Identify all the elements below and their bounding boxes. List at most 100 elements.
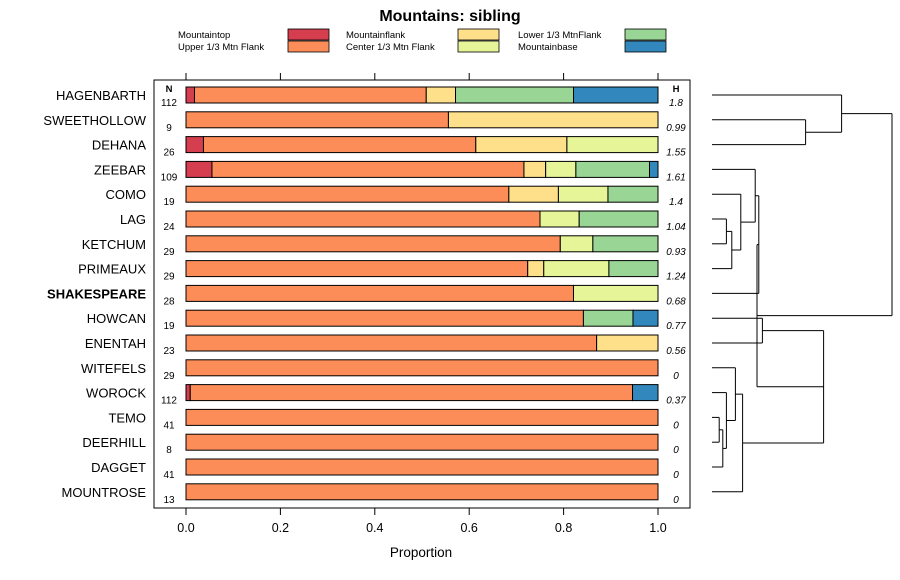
x-tick-label: 0.4 [366,521,383,535]
bar-segment-zeebar-lower-1-3-mtnflank [575,160,651,178]
bar-segment-zeebar-mountainflank [523,160,547,178]
bar-segment-howcan-lower-1-3-mtnflank [582,309,634,327]
bar-segment-dagget-upper-1-3-mtn-flank [185,458,659,476]
legend-label-center-1-3-mtn-flank: Center 1/3 Mtn Flank [346,42,435,53]
x-tick-label: 0.2 [272,521,289,535]
bar-segment-mountrose-upper-1-3-mtn-flank [185,483,659,501]
legend-label-lower-1-3-mtnflank: Lower 1/3 MtnFlank [518,30,602,41]
bars [185,86,659,501]
n-value-dehana: 26 [163,148,175,159]
bar-segment-hagenbarth-upper-1-3-mtn-flank [193,86,427,104]
h-value-temo: 0 [673,420,679,431]
bar-segment-dehana-center-1-3-mtn-flank [566,136,659,154]
bar-segment-como-center-1-3-mtn-flank [557,185,609,203]
row-label-enentah: ENENTAH [85,336,146,351]
h-value-sweethollow: 0.99 [666,123,686,134]
bar-segment-lag-upper-1-3-mtn-flank [185,210,541,228]
bar-segment-dehana-mountaintop [185,136,204,154]
row-label-deerhill: DEERHILL [82,435,146,450]
bar-segment-zeebar-mountainbase [649,160,659,178]
row-label-temo: TEMO [108,410,146,425]
n-value-ketchum: 29 [163,247,175,258]
row-label-ketchum: KETCHUM [82,237,146,252]
n-values: 112 9 26 109 19 24 29 29 28 19 23 29 112 41 8 41 13 [161,98,178,506]
bar-segment-lag-lower-1-3-mtnflank [578,210,659,228]
n-value-hagenbarth: 112 [161,98,177,109]
n-value-sweethollow: 9 [166,123,172,134]
bar-segment-lag-center-1-3-mtn-flank [539,210,580,228]
x-tick-label: 0.6 [461,521,478,535]
n-value-primeaux: 29 [163,272,175,283]
legend-swatch-upper-1-3-mtn-flank [287,40,330,53]
n-value-lag: 24 [163,222,175,233]
row-label-lag: LAG [120,212,146,227]
chart-title: Mountains: sibling [379,8,520,25]
legend-label-mountainflank: Mountainflank [346,30,405,41]
h-value-deerhill: 0 [673,445,679,456]
bar-segment-enentah-mountainflank [596,334,659,352]
x-tick-label: 0.0 [177,521,194,535]
h-value-dehana: 1.55 [666,148,686,159]
row-label-shakespeare: SHAKESPEARE [47,286,146,301]
h-value-dagget: 0 [673,470,679,481]
bar-segment-enentah-upper-1-3-mtn-flank [185,334,598,352]
row-label-hagenbarth: HAGENBARTH [56,88,146,103]
h-values: 1.8 0.99 1.55 1.61 1.4 1.04 0.93 1.24 0.68 0.77 0.… [666,98,686,506]
plot-frame [153,79,691,509]
h-column-header: H [673,84,680,95]
bar-segment-deerhill-upper-1-3-mtn-flank [185,433,659,451]
h-value-mountrose: 0 [673,495,679,506]
n-column-header: N [166,84,173,95]
n-value-shakespeare: 28 [163,296,175,307]
bar-segment-primeaux-center-1-3-mtn-flank [543,260,610,278]
legend-label-mountaintop: Mountaintop [178,30,230,41]
n-value-worock: 112 [161,396,177,407]
bar-segment-sweethollow-upper-1-3-mtn-flank [185,111,449,129]
h-value-primeaux: 1.24 [666,272,686,283]
h-value-shakespeare: 0.68 [666,296,686,307]
bar-segment-ketchum-center-1-3-mtn-flank [559,235,594,253]
bar-segment-shakespeare-upper-1-3-mtn-flank [185,284,575,302]
n-value-temo: 41 [163,420,175,431]
n-value-witefels: 29 [163,371,175,382]
row-label-zeebar: ZEEBAR [94,162,146,177]
row-label-como: COMO [106,187,146,202]
bar-segment-shakespeare-center-1-3-mtn-flank [573,284,659,302]
bar-segment-worock-mountainbase [632,384,659,402]
bar-segment-dehana-mountainflank [475,136,568,154]
x-axis-label: Proportion [390,545,452,560]
bar-segment-howcan-upper-1-3-mtn-flank [185,309,584,327]
h-value-enentah: 0.56 [666,346,686,357]
n-value-mountrose: 13 [163,495,175,506]
bar-segment-como-upper-1-3-mtn-flank [185,185,510,203]
h-value-lag: 1.04 [666,222,686,233]
row-label-dehana: DEHANA [92,138,147,153]
h-value-hagenbarth: 1.8 [669,98,683,109]
bar-segment-como-lower-1-3-mtnflank [607,185,659,203]
row-label-primeaux: PRIMEAUX [78,262,146,277]
x-tick-label: 0.8 [555,521,572,535]
n-value-dagget: 41 [163,470,175,481]
bar-segment-ketchum-upper-1-3-mtn-flank [185,235,561,253]
legend-label-upper-1-3-mtn-flank: Upper 1/3 Mtn Flank [178,42,264,53]
row-label-howcan: HOWCAN [87,311,146,326]
row-label-worock: WOROCK [86,386,146,401]
bar-segment-dehana-upper-1-3-mtn-flank [202,136,477,154]
bar-segment-worock-mountaintop [185,384,191,402]
bar-segment-sweethollow-mountainflank [447,111,659,129]
bar-segment-witefels-upper-1-3-mtn-flank [185,359,659,377]
bar-segment-zeebar-upper-1-3-mtn-flank [211,160,525,178]
x-axis: 0.0 0.2 0.4 0.6 0.8 1.0 [177,73,667,535]
x-tick-label: 1.0 [649,521,666,535]
h-value-witefels: 0 [673,371,679,382]
n-value-zeebar: 109 [161,172,178,183]
bar-segment-ketchum-lower-1-3-mtnflank [592,235,659,253]
n-value-como: 19 [163,197,175,208]
legend-swatch-mountaintop [287,28,330,41]
legend-swatch-lower-1-3-mtnflank [624,28,667,41]
dendrogram [712,94,893,493]
bar-segment-hagenbarth-mountainflank [425,86,457,104]
n-value-deerhill: 8 [166,445,172,456]
